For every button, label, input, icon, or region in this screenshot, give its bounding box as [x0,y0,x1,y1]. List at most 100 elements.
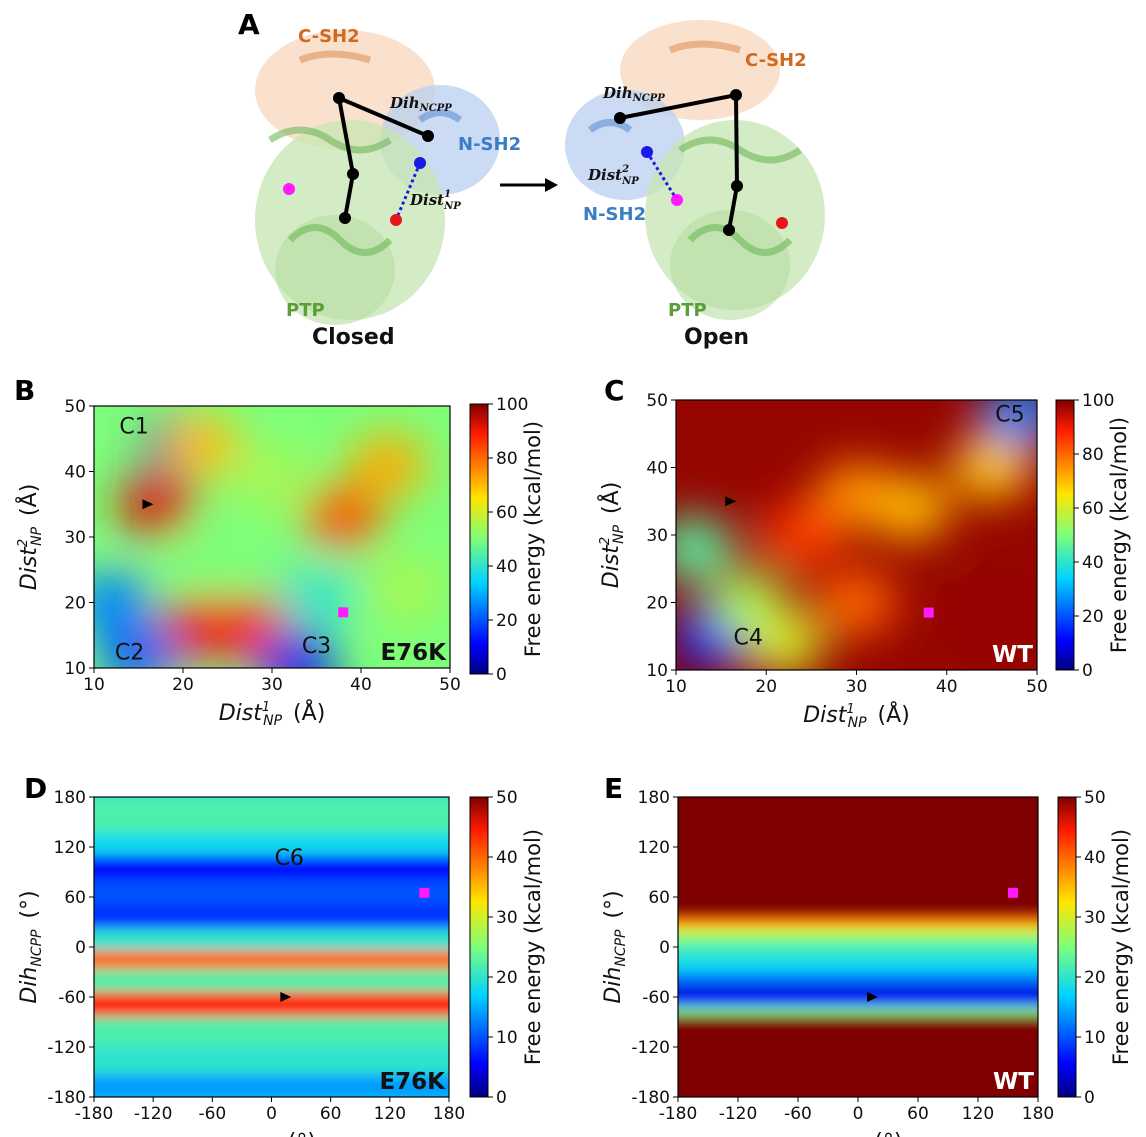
variant-label: WT [993,1069,1034,1095]
closed-helix-1 [268,126,392,154]
colorbar [1055,399,1075,671]
heatmap-band [94,797,449,837]
heatmap-band [94,880,449,910]
open-dihedral-atom [614,112,626,124]
y-tick-label: 180 [638,788,670,808]
x-tick-label: 120 [374,1104,406,1124]
heatmap-band [678,959,1038,977]
panel-letter-c: C [604,374,625,407]
x-tick-label: 40 [350,675,372,695]
y-axis-label: DihNCPP (°) [17,890,45,1003]
colorbar [1057,796,1077,1098]
square-marker [923,607,934,618]
heatmap-field [94,406,450,668]
x-tick-label: 40 [936,677,958,697]
colorbar-tick-label: 100 [1082,391,1114,411]
colorbar-label: Free energy (kcal/mol) [521,421,545,657]
closed-helix-2 [287,224,393,256]
colorbar-tick-label: 60 [1082,499,1104,519]
y-tick-label: -180 [631,1088,670,1108]
colorbar-tick-label: 80 [1082,445,1104,465]
closed-n-sh2-label: N-SH2 [458,134,521,155]
panel-b: B 10 20 30 40 50 10 20 30 40 50 Dist1 NP (Å) Dist2NP … [14,374,545,729]
y-tick-label: 30 [64,528,86,548]
panel-e: E -180 -120 -60 0 60 120 180 -180 -120 -60 0 60 120 18… [601,772,1133,1137]
heatmap-field [676,400,1037,670]
colorbar-tick-label: 100 [496,395,528,415]
state-label: C3 [302,634,331,659]
x-tick-label: 10 [665,677,687,697]
closed-dihedral-atom [422,130,434,142]
closed-structure: C-SH2 N-SH2 PTP DihNCPP Dist1 NP Closed [255,26,521,350]
closed-blue-marker [414,157,426,169]
x-axis-label: ψT218 (°) [227,1130,316,1137]
open-dihedral-line [619,92,740,231]
state-label: C6 [275,846,304,871]
closed-distance-line [394,162,422,221]
open-dihedral-atom [731,180,743,192]
heatmap-cell [870,475,951,541]
y-tick-label: -180 [47,1088,86,1108]
y-tick-label: 50 [646,391,668,411]
colorbar-tick-label: 20 [1084,968,1106,988]
variant-label: E76K [379,1069,446,1095]
heatmap-cell [161,413,240,477]
open-c-sh2-label: C-SH2 [745,50,807,71]
state-label: C4 [734,625,763,650]
x-axis-label: Dist1 NP (Å) [803,701,910,731]
x-axis-label: ψT218 (°) [814,1130,903,1137]
y-tick-label: 180 [54,788,86,808]
heatmap-cell [277,564,356,628]
heatmap-cell [744,610,824,670]
x-tick-label: 30 [261,675,283,695]
heatmap-field [94,797,449,1097]
colorbar-tick-label: 10 [496,1028,518,1048]
y-tick-label: 40 [64,463,86,483]
colorbar-label: Free energy (kcal/mol) [521,829,545,1065]
heatmap-band [94,1016,449,1049]
y-tick-label: 10 [646,661,668,681]
closed-caption: Closed [312,325,395,350]
open-magenta-marker [671,194,683,206]
panel-d: D -180 -120 -60 0 60 120 180 -180 -120 -60 0 60 120 18… [17,772,545,1137]
heatmap-cell [259,630,338,668]
y-tick-label: 20 [646,594,668,614]
heatmap-cell [979,400,1037,446]
colorbar-tick-label: 60 [496,503,518,523]
square-marker [1008,887,1018,898]
x-tick-label: 60 [320,1104,342,1124]
heatmap-cell [366,557,445,621]
y-tick-label: 0 [75,938,86,958]
heatmap-cell [676,516,734,581]
heatmap-band [94,969,449,996]
colorbar-tick-label: 20 [1082,607,1104,627]
state-label: C5 [995,403,1024,428]
x-tick-label: 180 [433,1104,465,1124]
heatmap-band [94,1045,449,1079]
closed-dihedral-atom [333,92,345,104]
colorbar-tick-label: 0 [1084,1088,1095,1108]
open-helix-3 [587,119,633,133]
x-tick-label: -180 [659,1104,698,1124]
panel-a: A C-SH2 N-SH2 PTP DihNCPP Dist1 NP [238,8,825,350]
closed-dihedral-line [336,94,429,219]
state-label: C2 [115,641,144,666]
heatmap-band [94,928,449,955]
y-tick-label: 120 [54,838,86,858]
colorbar-label: Free energy (kcal/mol) [1107,417,1131,653]
heatmap-band [678,947,1038,964]
closed-helix-4 [298,50,372,64]
closed-magenta-marker [283,183,295,195]
heatmap-cell [117,472,196,536]
y-tick-label: 30 [646,526,668,546]
colorbar-label: Free energy (kcal/mol) [1109,829,1133,1065]
heatmap-cell [94,571,151,634]
colorbar-tick-label: 20 [496,611,518,631]
variant-label: E76K [380,640,447,666]
x-tick-label: 0 [853,1104,864,1124]
panel-c: C 10 20 30 40 50 10 20 30 40 50 Dist1 NP (Å) Dist2NP … [597,374,1131,731]
y-tick-label: 50 [64,397,86,417]
heatmap-cell [99,623,178,668]
colorbar-tick-label: 40 [1082,553,1104,573]
